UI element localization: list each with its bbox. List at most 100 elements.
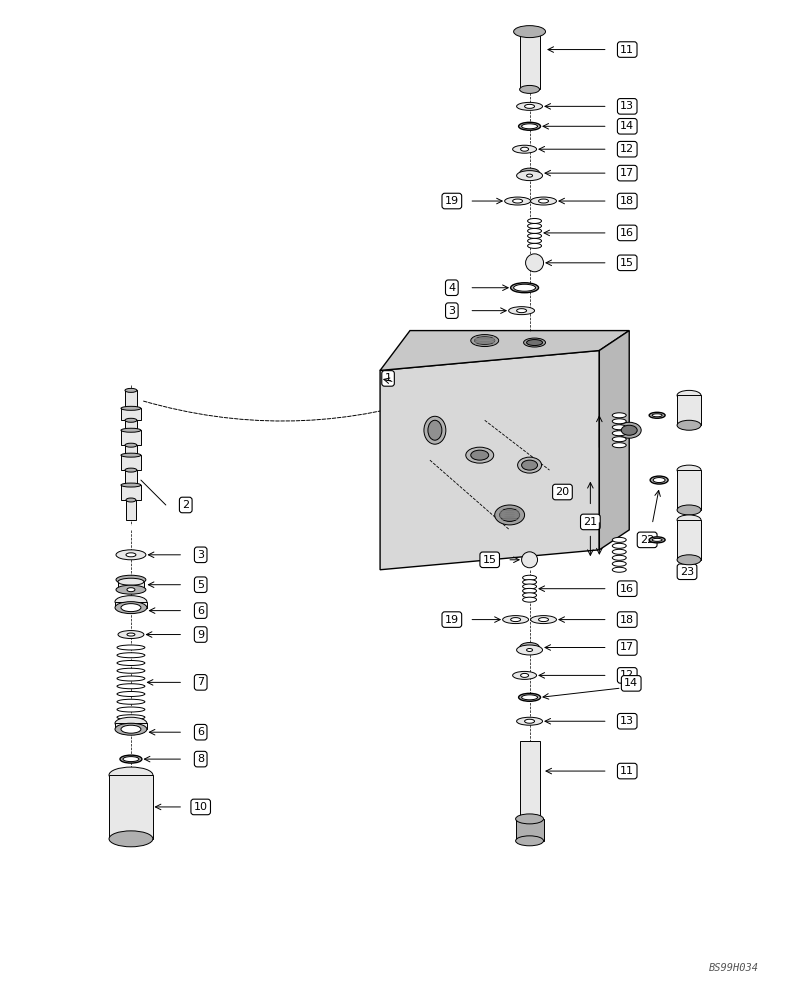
Ellipse shape: [649, 537, 665, 543]
Ellipse shape: [621, 425, 638, 435]
Ellipse shape: [528, 243, 541, 248]
Ellipse shape: [127, 633, 135, 636]
Ellipse shape: [511, 618, 520, 622]
Text: 6: 6: [197, 727, 204, 737]
Ellipse shape: [115, 723, 147, 735]
Bar: [677, 520, 701, 560]
Ellipse shape: [509, 307, 535, 315]
Ellipse shape: [524, 104, 535, 108]
Ellipse shape: [514, 284, 536, 291]
Ellipse shape: [428, 420, 442, 440]
Text: 9: 9: [197, 630, 204, 640]
Ellipse shape: [612, 561, 626, 566]
Ellipse shape: [612, 419, 626, 424]
Ellipse shape: [527, 340, 542, 346]
Ellipse shape: [677, 420, 701, 430]
Text: 4: 4: [448, 283, 456, 293]
Text: 18: 18: [621, 196, 634, 206]
Ellipse shape: [612, 537, 626, 542]
Ellipse shape: [528, 238, 541, 243]
Ellipse shape: [612, 543, 626, 548]
Ellipse shape: [117, 684, 145, 689]
Ellipse shape: [612, 567, 626, 572]
Text: 5: 5: [197, 580, 204, 590]
Text: 11: 11: [621, 766, 634, 776]
Ellipse shape: [612, 425, 626, 430]
Ellipse shape: [531, 197, 557, 205]
Ellipse shape: [116, 585, 146, 594]
Ellipse shape: [512, 671, 537, 679]
Ellipse shape: [516, 102, 542, 110]
Ellipse shape: [109, 831, 153, 847]
Ellipse shape: [123, 757, 139, 762]
Ellipse shape: [523, 597, 537, 602]
Ellipse shape: [524, 719, 535, 723]
Ellipse shape: [494, 505, 524, 525]
Text: 7: 7: [197, 677, 204, 687]
Ellipse shape: [121, 725, 141, 733]
Text: 1: 1: [385, 373, 392, 383]
Bar: [121, 430, 141, 445]
Ellipse shape: [117, 661, 145, 665]
Ellipse shape: [516, 309, 527, 313]
Ellipse shape: [523, 593, 537, 598]
Ellipse shape: [117, 653, 145, 658]
Ellipse shape: [612, 443, 626, 448]
Ellipse shape: [516, 645, 542, 655]
Ellipse shape: [125, 443, 137, 447]
Ellipse shape: [126, 553, 136, 557]
Text: 3: 3: [197, 550, 204, 560]
FancyArrowPatch shape: [144, 399, 427, 421]
Ellipse shape: [523, 575, 537, 580]
Circle shape: [522, 552, 537, 568]
Ellipse shape: [612, 437, 626, 442]
Ellipse shape: [522, 124, 537, 129]
Text: 3: 3: [448, 306, 456, 316]
Text: 19: 19: [444, 615, 459, 625]
Ellipse shape: [522, 460, 537, 470]
Ellipse shape: [612, 431, 626, 436]
Bar: [520, 741, 540, 819]
Text: 10: 10: [194, 802, 208, 812]
Bar: [118, 582, 144, 590]
Ellipse shape: [539, 618, 549, 622]
Text: 19: 19: [444, 196, 459, 206]
Ellipse shape: [528, 228, 541, 233]
Ellipse shape: [121, 604, 141, 612]
Ellipse shape: [617, 422, 642, 438]
Text: 12: 12: [621, 144, 634, 154]
Text: 8: 8: [197, 754, 204, 764]
Text: 14: 14: [624, 678, 638, 688]
Text: 11: 11: [621, 45, 634, 55]
Ellipse shape: [523, 584, 537, 589]
Ellipse shape: [539, 199, 549, 203]
Ellipse shape: [118, 578, 144, 585]
Ellipse shape: [117, 692, 145, 696]
Ellipse shape: [652, 538, 662, 541]
Ellipse shape: [514, 26, 545, 38]
Ellipse shape: [512, 145, 537, 153]
Ellipse shape: [516, 717, 542, 725]
Text: 17: 17: [621, 168, 634, 178]
Ellipse shape: [471, 450, 489, 460]
Ellipse shape: [518, 457, 541, 473]
Bar: [121, 485, 141, 500]
Bar: [125, 470, 137, 485]
Text: 16: 16: [621, 228, 634, 238]
Ellipse shape: [116, 550, 146, 560]
Text: 17: 17: [621, 642, 634, 652]
Text: 15: 15: [482, 555, 497, 565]
Ellipse shape: [516, 836, 544, 846]
Text: 18: 18: [621, 615, 634, 625]
Ellipse shape: [118, 631, 144, 639]
Ellipse shape: [125, 418, 137, 422]
Ellipse shape: [117, 707, 145, 712]
Ellipse shape: [520, 147, 528, 151]
Ellipse shape: [120, 755, 142, 763]
Ellipse shape: [117, 668, 145, 673]
Ellipse shape: [424, 416, 446, 444]
Text: 21: 21: [583, 517, 597, 527]
Ellipse shape: [650, 476, 668, 484]
Bar: [126, 500, 136, 520]
Ellipse shape: [612, 413, 626, 418]
